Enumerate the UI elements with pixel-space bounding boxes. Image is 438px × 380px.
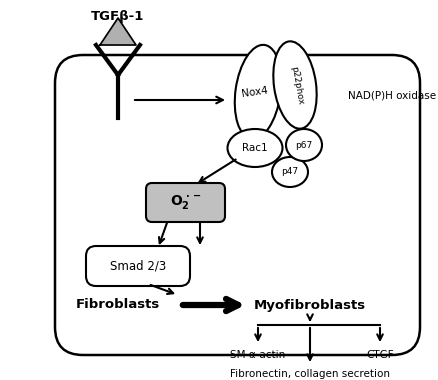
Text: Fibronectin, collagen secretion: Fibronectin, collagen secretion — [230, 369, 390, 379]
Text: Myofibroblasts: Myofibroblasts — [254, 299, 366, 312]
FancyBboxPatch shape — [55, 55, 420, 355]
Text: p22phox: p22phox — [289, 65, 305, 105]
Text: Fibroblasts: Fibroblasts — [76, 299, 160, 312]
FancyBboxPatch shape — [146, 183, 225, 222]
Text: p67: p67 — [295, 141, 313, 149]
Text: NAD(P)H oxidase: NAD(P)H oxidase — [348, 90, 436, 100]
Text: Rac1: Rac1 — [242, 143, 268, 153]
Text: TGFβ-1: TGFβ-1 — [91, 10, 145, 23]
Text: SM α-actin: SM α-actin — [230, 350, 286, 360]
Text: Smad 2/3: Smad 2/3 — [110, 260, 166, 272]
Text: $\mathbf{O_2^{\,\bullet-}}$: $\mathbf{O_2^{\,\bullet-}}$ — [170, 193, 202, 211]
Polygon shape — [100, 18, 136, 45]
Ellipse shape — [286, 129, 322, 161]
Ellipse shape — [272, 157, 308, 187]
Ellipse shape — [273, 41, 317, 129]
Text: CTGF: CTGF — [366, 350, 394, 360]
Text: Nox4: Nox4 — [241, 85, 269, 99]
Ellipse shape — [235, 45, 281, 139]
Ellipse shape — [227, 129, 283, 167]
FancyBboxPatch shape — [86, 246, 190, 286]
Text: p47: p47 — [282, 168, 299, 176]
